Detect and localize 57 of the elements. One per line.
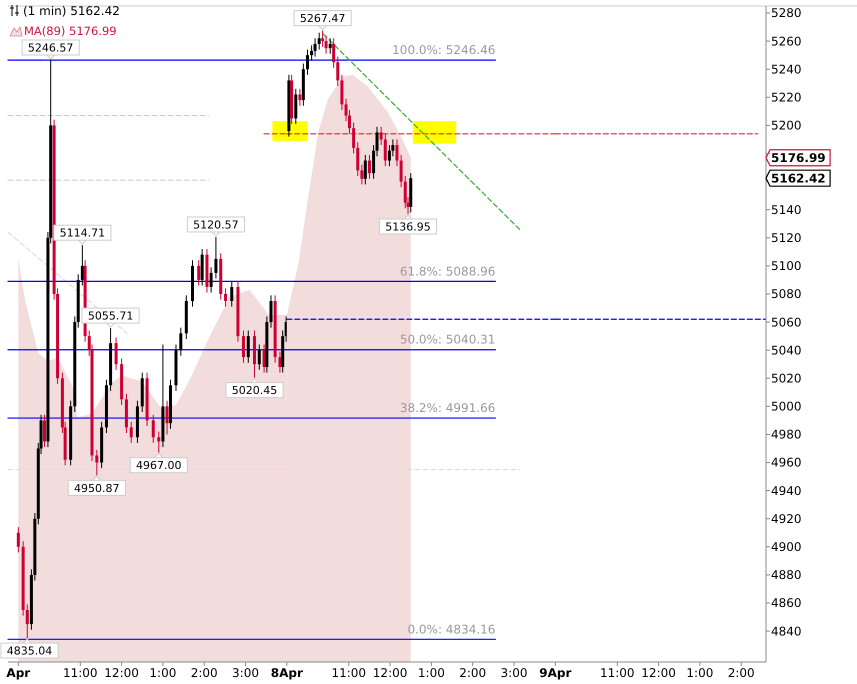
x-tick-label: 2:00	[190, 666, 218, 680]
legend-label: MA(89) 5176.99	[24, 24, 117, 38]
y-tick-label: 5080	[771, 287, 802, 302]
y-tick-label: 4920	[771, 512, 802, 526]
y-tick-label: 5162.42	[771, 172, 826, 186]
y-tick-label: 4900	[771, 540, 802, 554]
y-tick-label: 4860	[771, 596, 802, 610]
y-tick-label: 5240	[771, 62, 802, 76]
y-tick-label: 5120	[771, 230, 802, 245]
series-label: 61.8%: 5088.96	[400, 264, 496, 278]
y-tick-label: 4880	[771, 568, 802, 582]
chart-title: (1 min) 5162.42	[23, 4, 120, 18]
x-tick-label: 1:00	[418, 666, 445, 680]
x-tick-label: 3:00	[232, 666, 259, 680]
x-tick-label: 9Apr	[539, 666, 572, 680]
x-tick-label: 11:00	[62, 666, 98, 680]
y-tick-label: 5060	[771, 315, 802, 330]
series-label: 100.0%: 5246.46	[392, 43, 496, 58]
x-tick-label: 8Apr	[270, 666, 303, 680]
x-tick-label: 12:00	[372, 666, 408, 680]
annotation: 5114.71	[60, 226, 106, 240]
annotation: 4967.00	[136, 459, 182, 472]
x-tick-label: 12:00	[104, 666, 139, 680]
annotation: 5136.95	[385, 220, 431, 234]
y-tick-label: 5020	[771, 371, 802, 386]
y-tick-label: 5176.99	[771, 151, 826, 166]
y-tick-label: 5200	[771, 118, 802, 133]
x-tick-label: 11:00	[331, 666, 366, 680]
x-tick-label: 3:00	[500, 666, 528, 680]
y-tick-label: 4980	[771, 428, 802, 442]
x-tick-label: 11:00	[600, 666, 635, 680]
y-tick-label: 5140	[771, 202, 802, 217]
y-tick-label: 5220	[771, 90, 802, 105]
annotation: 4835.04	[6, 644, 52, 658]
series-label: 0.0%: 4834.16	[407, 622, 496, 636]
annotation: 5055.71	[88, 310, 134, 323]
annotation: 5020.45	[232, 384, 278, 398]
x-tick-label: 2:00	[728, 666, 755, 680]
y-tick-label: 4940	[771, 484, 802, 498]
y-tick-label: 4960	[771, 456, 802, 470]
y-tick-label: 5260	[771, 34, 802, 48]
annotation: 5120.57	[193, 218, 239, 232]
y-tick-label: 5000	[771, 400, 802, 414]
y-tick-label: 5040	[771, 343, 802, 358]
y-tick-label: 4840	[771, 624, 802, 638]
x-tick-label: 2:00	[459, 666, 486, 680]
series-label: 50.0%: 5040.31	[400, 332, 496, 347]
y-tick-label: 5280	[771, 6, 802, 20]
series-label: 38.2%: 4991.66	[400, 401, 496, 416]
y-tick-label: 5100	[771, 259, 802, 274]
annotation: 5246.57	[28, 41, 74, 54]
x-tick-label: 12:00	[641, 666, 676, 680]
x-tick-label: 1:00	[686, 666, 714, 680]
annotation: 5267.47	[300, 12, 346, 26]
x-tick-label: Apr	[6, 666, 30, 680]
annotation: 4950.87	[74, 482, 120, 495]
x-tick-label: 1:00	[149, 666, 176, 680]
